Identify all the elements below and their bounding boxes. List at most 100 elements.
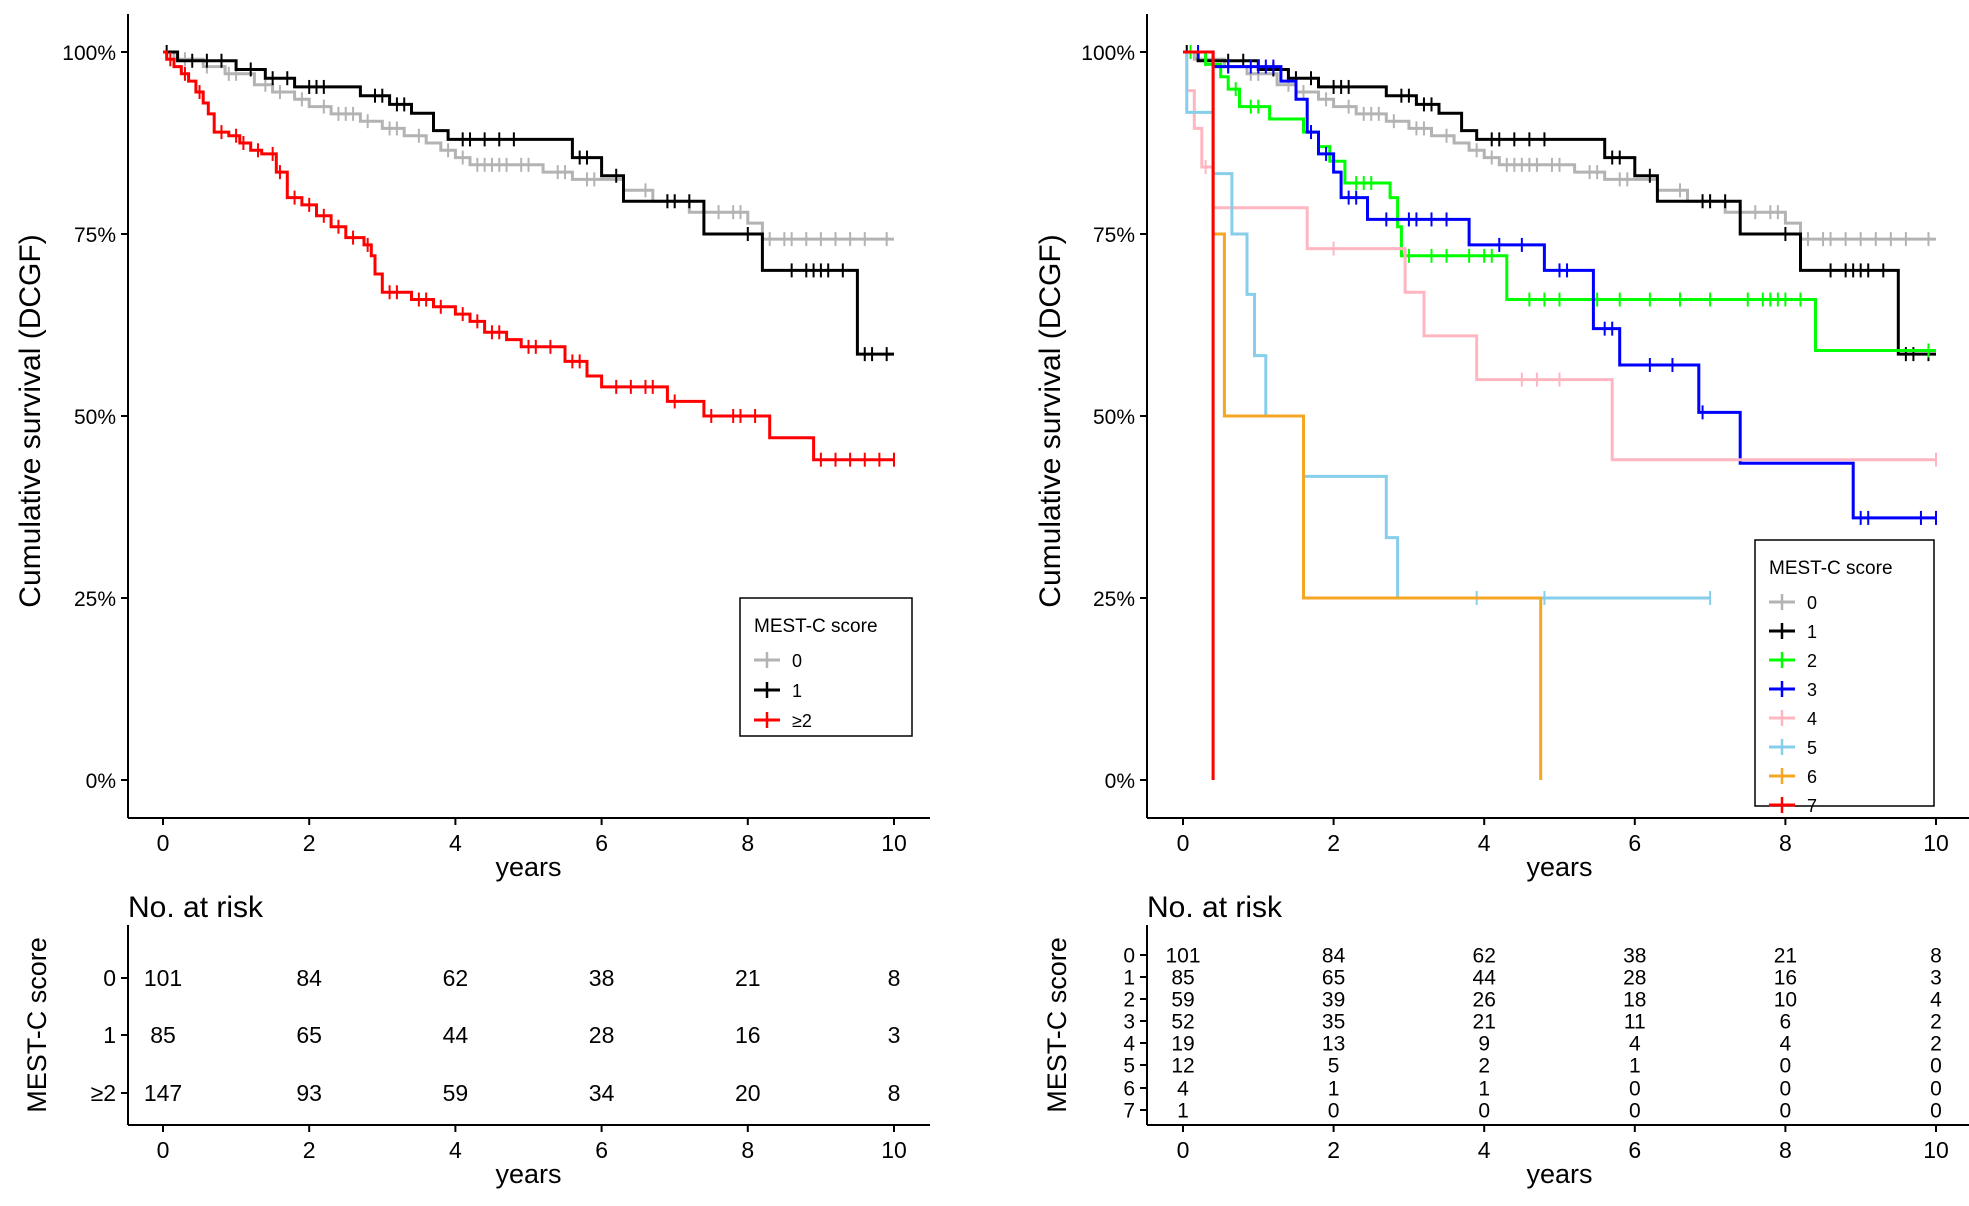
risk-table-cell: 1 xyxy=(1177,1099,1189,1122)
risk-table-cell: 85 xyxy=(150,1022,176,1048)
risk-table-cell: 10 xyxy=(1774,988,1797,1011)
legend-title: MEST-C score xyxy=(1769,558,1893,579)
risk-table-cell: 2 xyxy=(1478,1054,1490,1077)
risk-table-cell: 4 xyxy=(1780,1032,1792,1055)
risk-table-cell: 84 xyxy=(296,965,322,991)
risk-table-cell: 65 xyxy=(1322,966,1345,989)
y-tick-label: 75% xyxy=(1093,224,1135,247)
risk-table-cell: 62 xyxy=(1473,944,1496,967)
risk-table-cell: 12 xyxy=(1171,1054,1194,1077)
risk-table-cell: 0 xyxy=(1629,1099,1641,1122)
risk-table-cell: 16 xyxy=(1774,966,1797,989)
risk-table-cell: 21 xyxy=(1774,944,1797,967)
legend-label: 2 xyxy=(1807,651,1817,671)
risk-table-cell: 39 xyxy=(1322,988,1345,1011)
risk-table-cell: 44 xyxy=(443,1022,469,1048)
x-tick-label: 4 xyxy=(1478,830,1491,856)
y-tick-label: 100% xyxy=(1081,42,1135,65)
y-tick-label: 0% xyxy=(1105,770,1135,793)
risk-table-cell: 0 xyxy=(1930,1077,1942,1100)
risk-table-row-label: 2 xyxy=(1123,988,1135,1011)
risk-table-cell: 0 xyxy=(1629,1077,1641,1100)
risk-table-row-axis-label: MEST-C score xyxy=(1042,937,1072,1113)
y-tick-label: 25% xyxy=(1093,588,1135,611)
risk-table-cell: 0 xyxy=(1780,1077,1792,1100)
risk-table-cell: 0 xyxy=(1930,1099,1942,1122)
legend-label: 0 xyxy=(1807,593,1817,613)
risk-table-cell: 38 xyxy=(589,965,615,991)
risk-table-x-tick-label: 0 xyxy=(157,1137,170,1163)
risk-table-x-tick-label: 8 xyxy=(1779,1137,1792,1163)
risk-table-row-label: 6 xyxy=(1123,1077,1135,1100)
risk-table-cell: 3 xyxy=(888,1022,901,1048)
km-curve-series-4 xyxy=(1183,50,1936,462)
risk-table-cell: 19 xyxy=(1171,1032,1194,1055)
legend-title: MEST-C score xyxy=(754,616,878,637)
risk-table-x-tick-label: 4 xyxy=(1478,1137,1491,1163)
x-tick-label: 2 xyxy=(1327,830,1340,856)
risk-table-cell: 93 xyxy=(296,1080,322,1106)
km-curve-series-1 xyxy=(1183,50,1936,356)
risk-table-x-title: years xyxy=(495,1159,561,1189)
risk-table-x-tick-label: 10 xyxy=(1923,1137,1949,1163)
risk-table-row-label: 7 xyxy=(1123,1099,1135,1122)
risk-table-x-tick-label: 4 xyxy=(449,1137,462,1163)
risk-table-row-label: 1 xyxy=(1123,966,1135,989)
km-curve-series-3 xyxy=(1183,50,1936,520)
legend-label: 4 xyxy=(1807,709,1817,729)
legend-label: 5 xyxy=(1807,738,1817,758)
risk-table-row-label: 3 xyxy=(1123,1010,1135,1033)
risk-table-row-label: 0 xyxy=(103,965,116,991)
risk-table-cell: 2 xyxy=(1930,1010,1942,1033)
y-tick-label: 75% xyxy=(74,224,116,247)
risk-table-row-label: 0 xyxy=(1123,944,1135,967)
x-tick-label: 0 xyxy=(157,830,170,856)
risk-table-row-axis-label: MEST-C score xyxy=(22,937,52,1113)
risk-table-cell: 8 xyxy=(888,965,901,991)
x-axis-title: years xyxy=(495,852,561,882)
km-curve-series-0 xyxy=(1183,50,1936,241)
y-tick-label: 0% xyxy=(86,770,116,793)
x-axis-title: years xyxy=(1526,852,1592,882)
legend-label: 3 xyxy=(1807,680,1817,700)
risk-table-x-tick-label: 6 xyxy=(595,1137,608,1163)
risk-table-cell: 1 xyxy=(1629,1054,1641,1077)
risk-table-x-tick-label: 6 xyxy=(1628,1137,1641,1163)
x-tick-label: 6 xyxy=(595,830,608,856)
risk-table-x-title: years xyxy=(1526,1159,1592,1189)
km-curve-series-7 xyxy=(1183,50,1215,780)
risk-table-row-label: 5 xyxy=(1123,1054,1135,1077)
x-tick-label: 8 xyxy=(741,830,754,856)
risk-table-cell: 13 xyxy=(1322,1032,1345,1055)
risk-table-cell: 0 xyxy=(1780,1054,1792,1077)
legend-label: 1 xyxy=(792,681,802,701)
risk-table-cell: 147 xyxy=(144,1080,182,1106)
risk-table-cell: 84 xyxy=(1322,944,1346,967)
x-tick-label: 0 xyxy=(1177,830,1190,856)
risk-table-cell: 62 xyxy=(443,965,469,991)
y-axis-title: Cumulative survival (DCGF) xyxy=(1034,234,1067,607)
risk-table-cell: 4 xyxy=(1629,1032,1641,1055)
risk-table-cell: 2 xyxy=(1930,1032,1942,1055)
risk-table-x-tick-label: 2 xyxy=(1327,1137,1340,1163)
risk-table-cell: 20 xyxy=(735,1080,761,1106)
legend-label: 0 xyxy=(792,651,802,671)
legend-label: ≥2 xyxy=(792,711,812,731)
risk-table-cell: 3 xyxy=(1930,966,1942,989)
risk-table-cell: 4 xyxy=(1177,1077,1189,1100)
legend-label: 6 xyxy=(1807,767,1817,787)
risk-table-x-tick-label: 8 xyxy=(741,1137,754,1163)
x-tick-label: 6 xyxy=(1628,830,1641,856)
legend-label: 1 xyxy=(1807,622,1817,642)
y-tick-label: 50% xyxy=(1093,406,1135,429)
risk-table-cell: 5 xyxy=(1328,1054,1340,1077)
y-tick-label: 25% xyxy=(74,588,116,611)
risk-table-cell: 1 xyxy=(1478,1077,1490,1100)
risk-table-cell: 0 xyxy=(1930,1054,1942,1077)
risk-table-cell: 26 xyxy=(1473,988,1496,1011)
risk-table-cell: 59 xyxy=(443,1080,469,1106)
risk-table-cell: 85 xyxy=(1171,966,1194,989)
risk-table-cell: 35 xyxy=(1322,1010,1345,1033)
